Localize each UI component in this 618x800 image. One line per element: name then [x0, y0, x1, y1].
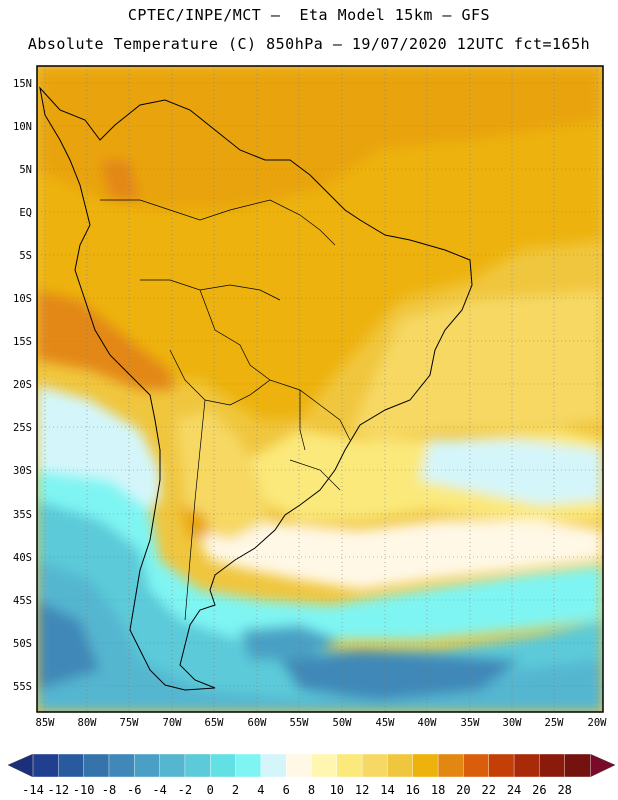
colorbar-tick-label: -14 [22, 783, 44, 797]
colorbar-tick-label: -10 [73, 783, 95, 797]
colorbar-cell [412, 753, 439, 778]
colorbar-tick-label: 12 [355, 783, 369, 797]
colorbar-cell [108, 753, 135, 778]
map-title-line-1: CPTEC/INPE/MCT – Eta Model 15km – GFS [127, 6, 491, 24]
colorbar-tick-label: -4 [152, 783, 166, 797]
colorbar-cell [463, 753, 490, 778]
colorbar-tick-label: 26 [532, 783, 546, 797]
colorbar-tick-label: -6 [127, 783, 141, 797]
colorbar-tick-label: 2 [232, 783, 239, 797]
colorbar: -14 -12 -10 -8 -6 -4 -2 0 2 4 6 8 10 12 14 16 18 20 22 24 26… [7, 753, 616, 797]
lat-label: 25S [13, 422, 32, 434]
latitude-axis: 15N 10N 5N EQ 5S 10S 15S 20S 25S 30S 35S… [13, 78, 32, 693]
colorbar-tick-label: 6 [283, 783, 290, 797]
colorbar-tick-label: 18 [431, 783, 445, 797]
lon-label: 60W [248, 717, 268, 729]
colorbar-cell [32, 753, 59, 778]
colorbar-cell [83, 753, 110, 778]
map-title-line-2: Absolute Temperature (C) 850hPa – 19/07/… [27, 35, 591, 53]
map-frame [36, 65, 604, 713]
lon-label: 40W [418, 717, 438, 729]
colorbar-cell [387, 753, 414, 778]
lat-label: EQ [19, 207, 32, 219]
lon-label: 20W [588, 717, 608, 729]
colorbar-tick-label: 16 [406, 783, 420, 797]
lat-label: 10N [13, 121, 32, 133]
lat-label: 5S [19, 250, 32, 262]
colorbar-tick-label: -2 [178, 783, 192, 797]
lon-label: 35W [461, 717, 481, 729]
lat-label: 10S [13, 293, 32, 305]
lat-label: 15N [13, 78, 32, 90]
colorbar-cell [134, 753, 161, 778]
colorbar-cell [336, 753, 363, 778]
colorbar-cell [235, 753, 262, 778]
lon-label: 30W [503, 717, 523, 729]
colorbar-tick-label: 4 [257, 783, 264, 797]
south-america-coastline [39, 86, 473, 691]
lat-label: 5N [19, 164, 32, 176]
colorbar-low-arrow [7, 753, 34, 778]
colorbar-cell [513, 753, 540, 778]
lon-label: 25W [545, 717, 565, 729]
country-borders [100, 199, 351, 621]
colorbar-cell [58, 753, 85, 778]
colorbar-tick-label: 24 [507, 783, 521, 797]
lon-label: 80W [78, 717, 98, 729]
colorbar-cell [260, 753, 287, 778]
lon-label: 85W [36, 717, 56, 729]
colorbar-cell [437, 753, 464, 778]
lat-label: 45S [13, 595, 32, 607]
colorbar-tick-label: -8 [102, 783, 116, 797]
colorbar-tick-label: 20 [456, 783, 470, 797]
lon-label: 65W [205, 717, 225, 729]
lon-label: 75W [120, 717, 140, 729]
lon-label: 50W [333, 717, 353, 729]
lat-label: 50S [13, 638, 32, 650]
lat-label: 20S [13, 379, 32, 391]
colorbar-cell [311, 753, 338, 778]
lat-label: 55S [13, 681, 32, 693]
lat-label: 40S [13, 552, 32, 564]
colorbar-tick-label: -12 [47, 783, 69, 797]
lat-label: 35S [13, 509, 32, 521]
lat-label: 30S [13, 465, 32, 477]
lon-label: 45W [376, 717, 396, 729]
colorbar-tick-label: 10 [330, 783, 344, 797]
lat-label: 15S [13, 336, 32, 348]
colorbar-cell [488, 753, 515, 778]
colorbar-tick-label: 14 [380, 783, 394, 797]
colorbar-cell [539, 753, 566, 778]
colorbar-tick-label: 28 [557, 783, 571, 797]
lon-label: 55W [290, 717, 310, 729]
colorbar-cell [564, 753, 591, 778]
colorbar-cell [184, 753, 211, 778]
colorbar-tick-label: 0 [207, 783, 214, 797]
colorbar-cell [285, 753, 312, 778]
colorbar-cell [159, 753, 186, 778]
colorbar-cell [361, 753, 388, 778]
lon-label: 70W [163, 717, 183, 729]
temperature-field [37, 66, 603, 712]
colorbar-high-arrow [589, 753, 616, 778]
colorbar-cell [210, 753, 237, 778]
colorbar-tick-label: 22 [482, 783, 496, 797]
longitude-axis: 85W 80W 75W 70W 65W 60W 55W 50W 45W 40W … [36, 717, 608, 729]
colorbar-tick-label: 8 [308, 783, 315, 797]
